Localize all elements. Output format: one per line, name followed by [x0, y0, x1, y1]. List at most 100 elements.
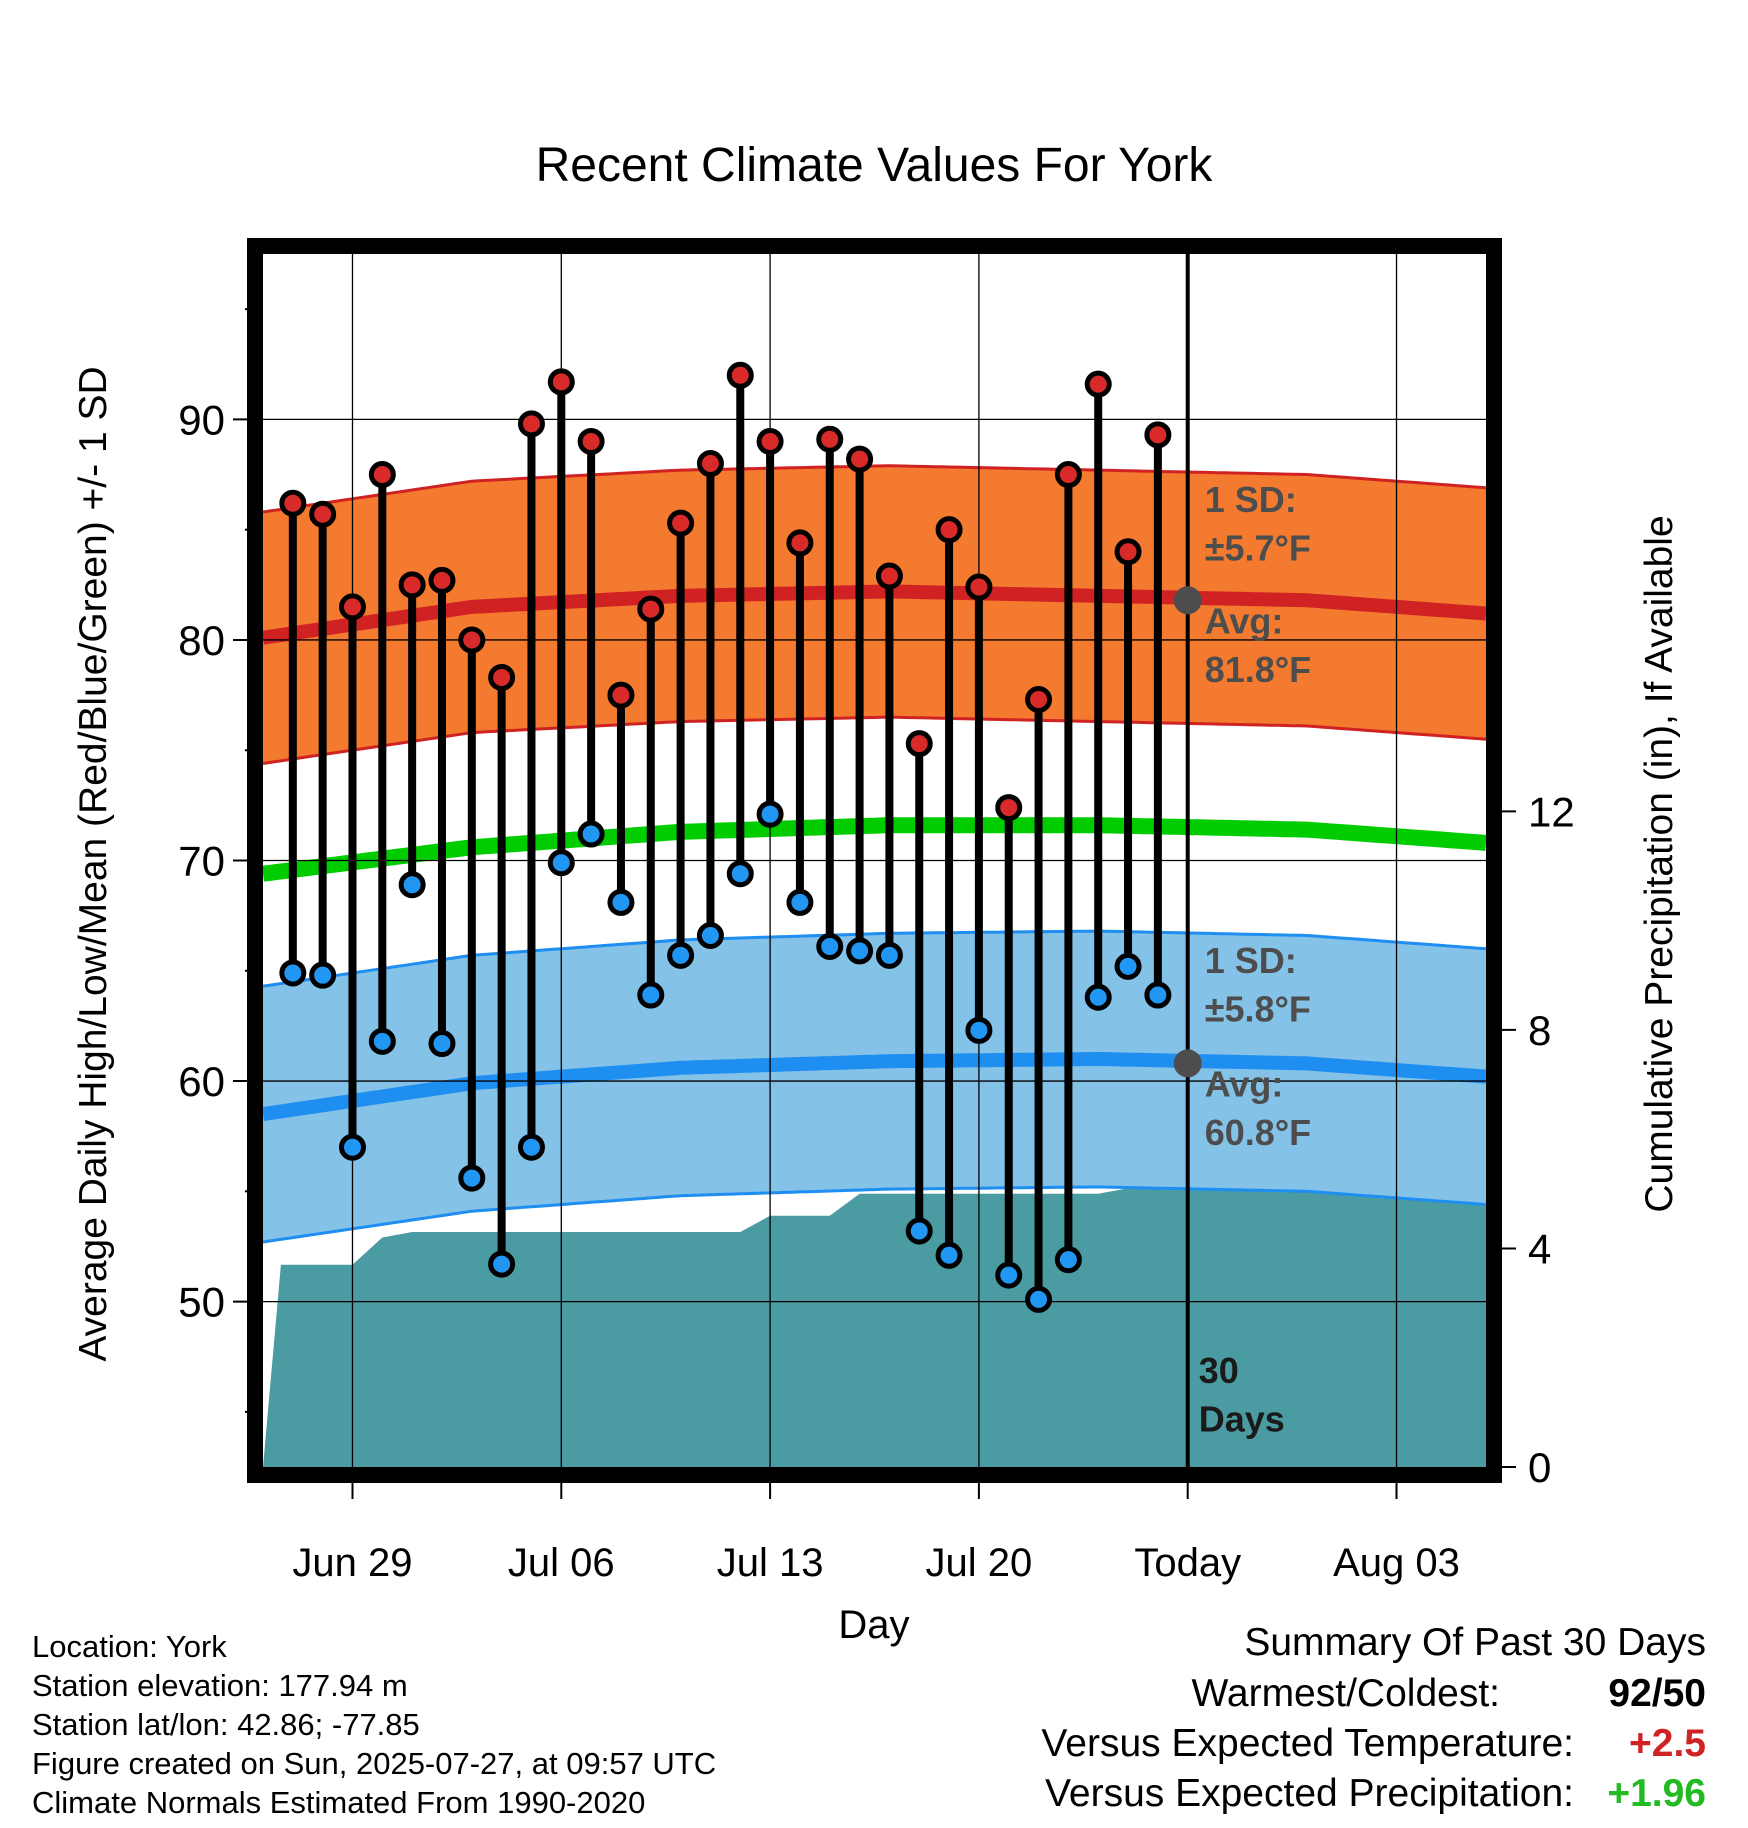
- high-point: [1025, 686, 1053, 714]
- high-point: [696, 450, 724, 478]
- info-normals: Climate Normals Estimated From 1990-2020: [32, 1785, 645, 1820]
- summary-warmest-value: 92/50: [1608, 1672, 1706, 1715]
- high-point: [786, 529, 814, 557]
- high-point: [577, 427, 605, 455]
- low-point: [875, 941, 903, 969]
- info-created: Figure created on Sun, 2025-07-27, at 09…: [32, 1746, 716, 1781]
- low-avg-value: 60.8°F: [1205, 1112, 1311, 1153]
- x-axis-label: Day: [838, 1603, 909, 1647]
- low-point: [1084, 983, 1112, 1011]
- low-point: [517, 1133, 545, 1161]
- y-tick-label: 90: [178, 396, 225, 443]
- low-sd-band-upper-edge: [263, 929, 1486, 988]
- low-sd-value: ±5.8°F: [1205, 988, 1311, 1029]
- high-point: [726, 361, 754, 389]
- y2-tick-label: 8: [1528, 1007, 1551, 1054]
- high-point: [458, 626, 486, 654]
- high-sd-band-upper-edge: [263, 464, 1486, 514]
- high-point: [488, 663, 516, 691]
- high-sd-band-lower-edge: [263, 715, 1486, 765]
- low-point: [667, 941, 695, 969]
- y-tick-label: 80: [178, 617, 225, 664]
- period-label-days: Days: [1199, 1399, 1285, 1440]
- high-point: [1084, 370, 1112, 398]
- x-tick-label: Jul 13: [717, 1541, 824, 1585]
- high-point: [1054, 461, 1082, 489]
- high-avg-title: Avg:: [1205, 600, 1284, 641]
- normal-low-line: [263, 1051, 1486, 1122]
- high-point: [517, 410, 545, 438]
- low-point: [965, 1016, 993, 1044]
- high-point: [995, 794, 1023, 822]
- high-point: [965, 573, 993, 601]
- summary-temp-value: +2.5: [1629, 1722, 1706, 1765]
- low-point: [577, 820, 605, 848]
- plot-inner: [263, 254, 1486, 1467]
- high-point: [846, 445, 874, 473]
- low-sd-title: 1 SD:: [1205, 940, 1297, 981]
- normal-mean-line: [263, 817, 1486, 882]
- summary-warmest-label: Warmest/Coldest:: [1192, 1672, 1500, 1715]
- summary-title: Summary Of Past 30 Days: [1244, 1621, 1706, 1664]
- y-tick-label: 50: [178, 1279, 225, 1326]
- low-point: [846, 937, 874, 965]
- low-point: [637, 981, 665, 1009]
- summary-precip-label: Versus Expected Precipitation:: [1045, 1772, 1574, 1815]
- high-point: [667, 509, 695, 537]
- y-axis-label: Average Daily High/Low/Mean (Red/Blue/Gr…: [72, 366, 115, 1361]
- low-point: [338, 1133, 366, 1161]
- low-point: [1025, 1285, 1053, 1313]
- low-point: [786, 888, 814, 916]
- x-tick-label: Aug 03: [1333, 1541, 1460, 1585]
- high-avg-value: 81.8°F: [1205, 649, 1311, 690]
- plot-area: 1 SD: ±5.7°F Avg: 81.8°F 1 SD: ±5.8°F Avg: 60.8…: [178, 238, 1575, 1585]
- low-point: [398, 871, 426, 899]
- high-point: [875, 562, 903, 590]
- info-latlon: Station lat/lon: 42.86; -77.85: [32, 1707, 420, 1742]
- low-point: [1114, 952, 1142, 980]
- low-point: [696, 921, 724, 949]
- high-point: [756, 427, 784, 455]
- high-sd-title: 1 SD:: [1205, 479, 1297, 520]
- normal-high-line: [263, 584, 1486, 645]
- high-avg-marker: [1173, 586, 1202, 615]
- high-point: [935, 516, 963, 544]
- low-point: [726, 860, 754, 888]
- high-point: [637, 595, 665, 623]
- high-sd-value: ±5.7°F: [1205, 528, 1311, 569]
- y-tick-label: 70: [178, 838, 225, 885]
- x-tick-label: Jun 29: [292, 1541, 412, 1585]
- high-point: [607, 681, 635, 709]
- low-avg-title: Avg:: [1205, 1063, 1284, 1104]
- low-point: [488, 1250, 516, 1278]
- y-tick-label: 60: [178, 1058, 225, 1105]
- low-point: [905, 1217, 933, 1245]
- period-label-count: 30: [1199, 1350, 1239, 1391]
- low-point: [816, 933, 844, 961]
- high-point: [905, 730, 933, 758]
- info-elevation: Station elevation: 177.94 m: [32, 1668, 408, 1703]
- high-point: [816, 425, 844, 453]
- y2-tick-label: 12: [1528, 788, 1575, 835]
- low-sd-band: [263, 931, 1486, 1242]
- low-point: [368, 1027, 396, 1055]
- low-avg-marker: [1173, 1049, 1202, 1078]
- low-point: [458, 1164, 486, 1192]
- x-tick-label: Jul 20: [926, 1541, 1033, 1585]
- y2-tick-label: 0: [1528, 1444, 1551, 1491]
- low-point: [935, 1241, 963, 1269]
- info-location: Location: York: [32, 1629, 227, 1664]
- low-point: [309, 961, 337, 989]
- y2-axis-label: Cumulative Precipitation (in), If Availa…: [1638, 515, 1681, 1212]
- low-point: [428, 1030, 456, 1058]
- chart-title: Recent Climate Values For York: [536, 139, 1214, 192]
- x-tick-label: Jul 06: [508, 1541, 615, 1585]
- high-point: [398, 571, 426, 599]
- low-point: [756, 800, 784, 828]
- high-point: [309, 500, 337, 528]
- low-point: [1144, 981, 1172, 1009]
- high-point: [1144, 421, 1172, 449]
- summary-precip-value: +1.96: [1607, 1772, 1706, 1815]
- y2-tick-label: 4: [1528, 1225, 1551, 1272]
